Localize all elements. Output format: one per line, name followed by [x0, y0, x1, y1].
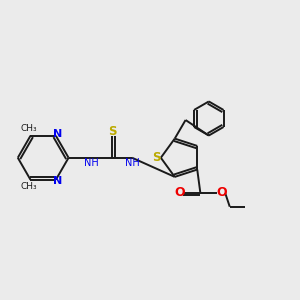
Text: CH₃: CH₃: [21, 182, 37, 191]
Text: CH₃: CH₃: [21, 124, 37, 134]
Text: S: S: [108, 125, 116, 138]
Text: O: O: [216, 186, 227, 199]
Text: O: O: [174, 186, 184, 199]
Text: S: S: [152, 151, 161, 164]
Text: N: N: [53, 129, 62, 139]
Text: N: N: [53, 176, 62, 186]
Text: NH: NH: [125, 158, 140, 168]
Text: NH: NH: [84, 158, 99, 168]
